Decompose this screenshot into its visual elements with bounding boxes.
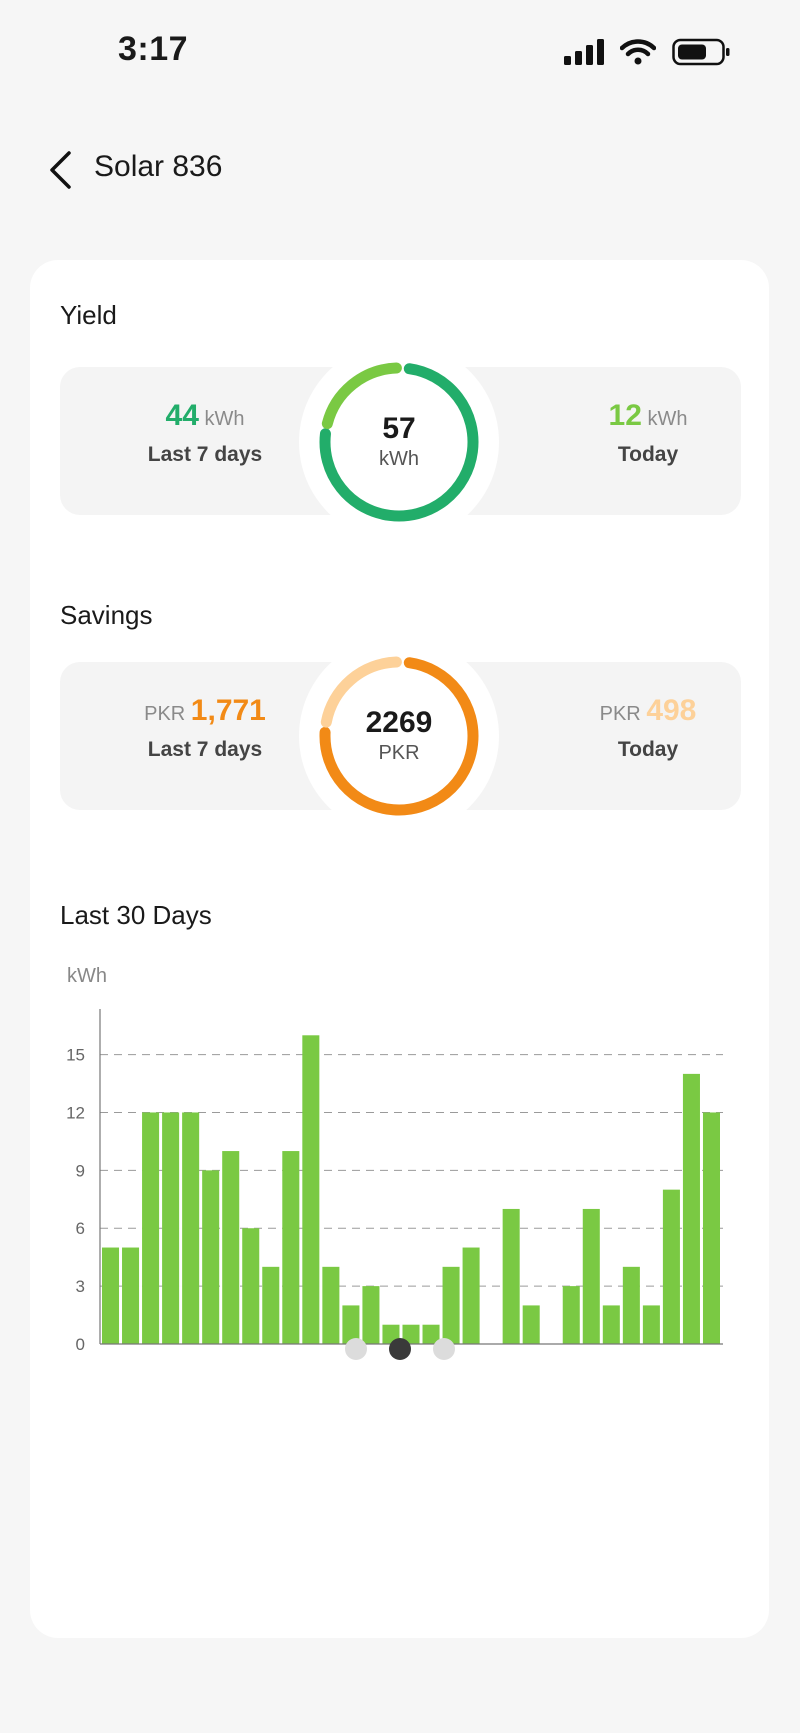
page-indicator bbox=[0, 1338, 800, 1360]
chart-bar[interactable] bbox=[502, 1208, 520, 1344]
chart-y-tick-label: 9 bbox=[76, 1161, 85, 1180]
yield-last7-label: Last 7 days bbox=[147, 443, 263, 466]
status-time: 3:17 bbox=[118, 30, 189, 68]
chart-bar[interactable] bbox=[142, 1112, 160, 1344]
chart-y-tick-label: 3 bbox=[76, 1277, 85, 1296]
savings-last7-value: 1,771 bbox=[190, 694, 266, 727]
savings-today: PKR 498 Today bbox=[533, 694, 763, 762]
chart-bar[interactable] bbox=[642, 1305, 660, 1344]
savings-ring: 2269 PKR bbox=[297, 634, 501, 838]
chart-bar[interactable] bbox=[202, 1170, 220, 1344]
chart-bar[interactable] bbox=[402, 1324, 420, 1344]
savings-today-currency: PKR bbox=[599, 703, 641, 725]
yield-ring-main-arc bbox=[319, 363, 479, 522]
battery-icon bbox=[672, 38, 730, 66]
bar-chart: kWh 0 3 6 9 12 15 bbox=[66, 965, 723, 1354]
chart-bar[interactable] bbox=[282, 1151, 300, 1344]
status-icons bbox=[564, 38, 730, 66]
chart-title: Last 30 Days bbox=[60, 900, 212, 930]
chart-bar[interactable] bbox=[462, 1247, 480, 1344]
savings-last7: PKR 1,771 Last 7 days bbox=[90, 694, 320, 762]
yield-ring: 57 kWh bbox=[297, 340, 501, 544]
chart-bar[interactable] bbox=[702, 1112, 720, 1344]
chart-bar[interactable] bbox=[582, 1208, 600, 1344]
chart-y-tick-label: 6 bbox=[76, 1219, 85, 1238]
chart-bar[interactable] bbox=[422, 1324, 440, 1344]
yield-today-value: 12 bbox=[608, 399, 642, 432]
savings-last7-currency: PKR bbox=[144, 703, 186, 725]
chart-y-axis-label: kWh bbox=[67, 965, 107, 987]
page-dot[interactable] bbox=[345, 1338, 367, 1360]
chart-bar[interactable] bbox=[122, 1247, 140, 1344]
main-card: Yield 44 kWh Last 7 days 12 kWh Today 57… bbox=[30, 260, 769, 1638]
page-dot[interactable] bbox=[389, 1338, 411, 1360]
chart-bar[interactable] bbox=[602, 1305, 620, 1344]
yield-title: Yield bbox=[60, 300, 117, 330]
chart-bar[interactable] bbox=[182, 1112, 200, 1344]
chart-bar[interactable] bbox=[682, 1073, 700, 1344]
chart-bar[interactable] bbox=[662, 1189, 680, 1344]
cellular-signal-icon bbox=[564, 39, 604, 65]
savings-total-value: 2269 bbox=[365, 706, 433, 739]
savings-title: Savings bbox=[60, 600, 153, 630]
chart-bar[interactable] bbox=[342, 1305, 360, 1344]
savings-ring-main-arc bbox=[319, 657, 479, 816]
chart-bar[interactable] bbox=[562, 1286, 580, 1344]
yield-today-label: Today bbox=[617, 443, 679, 466]
yield-last7-unit: kWh bbox=[204, 408, 245, 430]
savings-ring-today-arc bbox=[320, 656, 402, 728]
yield-total-value: 57 bbox=[382, 412, 416, 445]
savings-today-label: Today bbox=[617, 738, 679, 761]
savings-today-value: 498 bbox=[646, 694, 697, 727]
back-button[interactable] bbox=[40, 148, 80, 192]
yield-ring-today-arc bbox=[321, 362, 402, 430]
chart-y-tick-label: 0 bbox=[76, 1335, 85, 1354]
chart-bar[interactable] bbox=[262, 1266, 280, 1344]
chart-bar[interactable] bbox=[162, 1112, 180, 1344]
chart-bar[interactable] bbox=[302, 1035, 320, 1344]
chart-bar[interactable] bbox=[522, 1305, 540, 1344]
chart-bar[interactable] bbox=[242, 1228, 260, 1344]
chart-y-tick-label: 12 bbox=[66, 1103, 85, 1122]
header: Solar 836 bbox=[0, 140, 800, 200]
yield-total-unit: kWh bbox=[379, 448, 419, 470]
savings-total-unit: PKR bbox=[378, 742, 420, 764]
chart-bar[interactable] bbox=[102, 1247, 120, 1344]
chart-bar[interactable] bbox=[322, 1266, 340, 1344]
page-title: Solar 836 bbox=[94, 150, 223, 183]
yield-today: 12 kWh Today bbox=[533, 399, 763, 467]
chart-bar[interactable] bbox=[362, 1286, 380, 1344]
status-bar: 3:17 bbox=[0, 0, 800, 100]
savings-last7-label: Last 7 days bbox=[147, 738, 263, 761]
yield-today-unit: kWh bbox=[647, 408, 688, 430]
chevron-left-icon bbox=[50, 151, 71, 189]
chart-bar[interactable] bbox=[622, 1266, 640, 1344]
chart-bar[interactable] bbox=[442, 1266, 460, 1344]
yield-last7: 44 kWh Last 7 days bbox=[90, 399, 320, 467]
chart-y-tick-label: 15 bbox=[66, 1046, 85, 1065]
chart-bar[interactable] bbox=[222, 1151, 240, 1344]
yield-last7-value: 44 bbox=[165, 399, 199, 432]
wifi-icon bbox=[620, 39, 656, 65]
page-dot[interactable] bbox=[433, 1338, 455, 1360]
